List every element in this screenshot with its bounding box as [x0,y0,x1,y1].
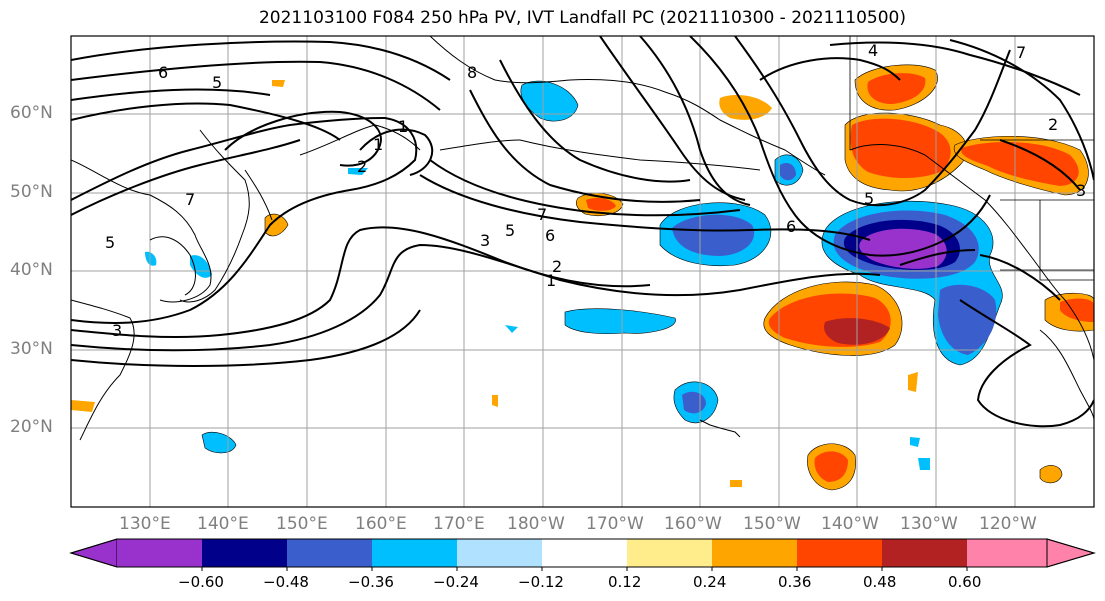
lat-label: 40°N [10,260,53,280]
colorbar-tick: 0.60 [948,573,982,591]
svg-text:6: 6 [786,217,796,236]
lon-label: 140°E [197,514,249,534]
map-title: 2021103100 F084 250 hPa PV, IVT Landfall… [258,8,906,28]
lon-label: 140°W [821,514,879,534]
colorbar-tick: −0.48 [263,573,309,591]
lat-label: 20°N [10,417,53,437]
svg-text:3: 3 [1076,181,1086,200]
pv-anomaly-shading [71,64,1094,491]
lon-label: 170°W [586,514,644,534]
colorbar [69,538,1096,571]
svg-text:5: 5 [105,233,115,252]
svg-text:5: 5 [505,221,515,240]
colorbar-tick: −0.12 [518,573,564,591]
contour-labels: 6 5 8 1 1 2 7 5 6 3 2 1 5 6 7 3 4 7 2 3 … [105,41,1086,340]
lat-label: 60°N [10,103,53,123]
svg-text:6: 6 [545,226,555,245]
svg-text:7: 7 [1016,43,1026,62]
pv-contours [71,36,1094,428]
colorbar-tick: 0.36 [778,573,812,591]
svg-text:6: 6 [158,63,168,82]
colorbar-tick: −0.60 [178,573,224,591]
lat-label: 30°N [10,339,53,359]
lon-label: 130°W [900,514,958,534]
svg-text:2: 2 [357,157,367,176]
svg-text:5: 5 [864,189,874,208]
lon-label: 160°E [355,514,407,534]
lon-label: 120°W [979,514,1037,534]
svg-text:8: 8 [467,63,477,82]
svg-text:4: 4 [868,41,878,60]
colorbar-tick: −0.36 [348,573,394,591]
lon-label: 170°E [433,514,485,534]
colorbar-tick: 0.24 [693,573,727,591]
svg-text:5: 5 [212,73,222,92]
political-borders [849,36,1094,281]
colorbar-tick: 0.48 [863,573,897,591]
lon-label: 160°W [664,514,722,534]
lat-label: 50°N [10,182,53,202]
svg-text:2: 2 [552,257,562,276]
lon-label: 130°E [119,514,171,534]
gridlines [71,36,1094,507]
colorbar-tick: 0.12 [608,573,642,591]
lon-label: 150°E [276,514,328,534]
svg-text:3: 3 [112,321,122,340]
svg-text:1: 1 [373,135,383,154]
svg-text:2: 2 [1048,115,1058,134]
svg-text:1: 1 [398,117,408,136]
lon-label: 150°W [743,514,801,534]
svg-text:3: 3 [480,231,490,250]
lon-label: 180°W [507,514,565,534]
svg-text:7: 7 [537,205,547,224]
svg-text:7: 7 [185,190,195,209]
svg-text:1: 1 [546,271,556,290]
colorbar-tick: −0.24 [433,573,479,591]
plot-frame [70,35,1095,508]
